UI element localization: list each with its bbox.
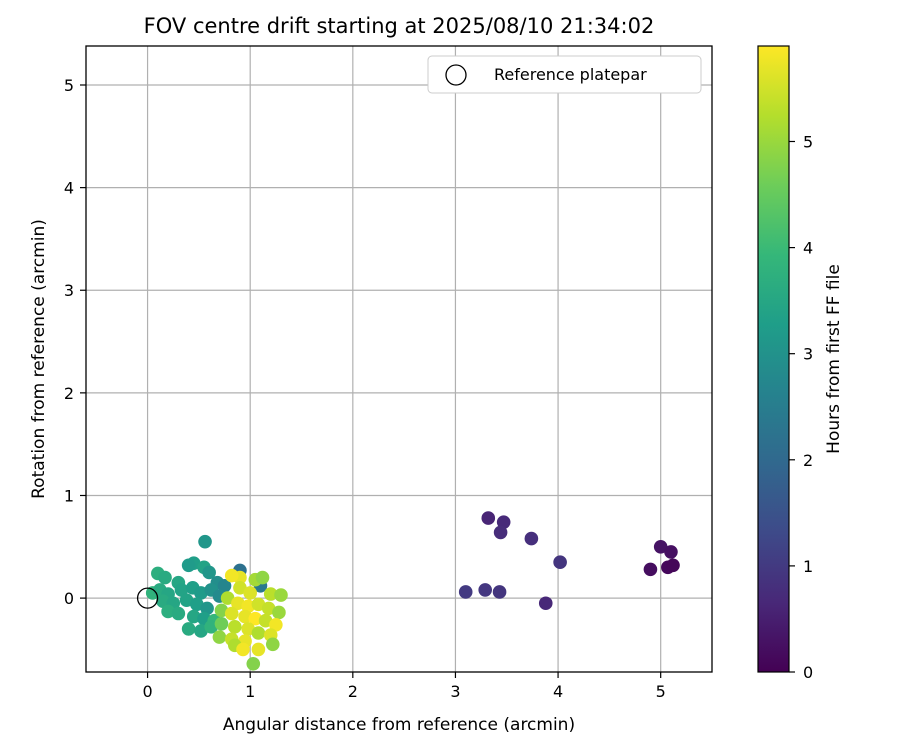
data-point (200, 601, 214, 616)
colorbar (757, 45, 790, 673)
data-point (190, 597, 204, 612)
reference-marker (136, 587, 159, 609)
chart-title: FOV centre drift starting at 2025/08/10 … (144, 14, 655, 38)
data-point (194, 624, 208, 638)
data-point (481, 511, 496, 525)
legend: Reference platepar (427, 55, 702, 94)
colorbar-tick-label: 1 (803, 557, 813, 576)
data-point (156, 594, 170, 608)
data-point (493, 525, 508, 540)
data-point (238, 609, 252, 624)
data-point (204, 620, 218, 634)
x-tick-label: 3 (450, 682, 460, 701)
y-tick-label: 3 (64, 281, 74, 300)
data-point (233, 581, 247, 595)
data-point (171, 606, 186, 621)
data-point (524, 531, 539, 546)
y-tick-label: 2 (64, 384, 74, 403)
data-point (666, 558, 680, 573)
data-point (272, 605, 286, 620)
data-point (664, 545, 678, 559)
data-point (228, 620, 242, 634)
data-point (179, 593, 194, 607)
y-tick-label: 1 (64, 486, 74, 505)
x-ticks: 0 1 2 3 4 5 (142, 672, 666, 701)
data-point (241, 599, 255, 614)
data-point (251, 642, 266, 657)
data-point (158, 570, 172, 585)
plot-frame (85, 45, 713, 673)
data-point (186, 609, 201, 624)
colorbar-tick-label: 0 (803, 663, 813, 682)
colorbar-label: Hours from first FF file (824, 264, 844, 454)
data-point (478, 583, 493, 597)
data-point (538, 596, 553, 611)
legend-box (427, 55, 702, 94)
data-point (236, 642, 250, 657)
x-tick-label: 0 (142, 682, 152, 701)
data-point (241, 622, 255, 636)
data-point (212, 630, 227, 644)
data-point (220, 591, 235, 605)
colorbar-tick-label: 5 (803, 132, 813, 151)
data-point (202, 565, 216, 580)
data-point (217, 578, 232, 593)
data-point (231, 596, 245, 611)
grid (86, 46, 712, 672)
data-point (181, 622, 196, 636)
data-point (161, 604, 175, 619)
data-point (269, 617, 283, 632)
data-point (198, 534, 212, 549)
data-point (251, 626, 266, 640)
data-point (194, 586, 208, 600)
data-point (224, 606, 239, 621)
data-point (261, 601, 276, 616)
data-point (214, 603, 229, 618)
data-point (274, 588, 288, 602)
y-tick-label: 4 (64, 179, 74, 198)
data-point (243, 586, 257, 600)
data-points (145, 511, 680, 671)
data-point (553, 555, 567, 569)
x-tick-label: 4 (553, 682, 563, 701)
x-tick-label: 2 (348, 682, 358, 701)
data-point (248, 611, 263, 626)
data-point (181, 558, 196, 573)
reference-platepar (136, 587, 159, 609)
data-point (224, 568, 239, 583)
x-axis-label: Angular distance from reference (arcmin) (223, 715, 575, 735)
legend-marker-icon (445, 64, 467, 86)
data-point (643, 562, 658, 577)
x-tick-label: 1 (245, 682, 255, 701)
data-point (258, 613, 273, 628)
colorbar-tick-label: 2 (803, 451, 813, 470)
x-tick-label: 5 (656, 682, 666, 701)
data-point (251, 597, 266, 612)
y-ticks: 0 1 2 3 4 5 (64, 76, 86, 608)
colorbar-ticks: 0 1 2 3 4 5 (789, 132, 813, 682)
data-point (246, 656, 261, 671)
colorbar-tick-label: 3 (803, 345, 813, 364)
data-point (263, 587, 278, 601)
colorbar-tick-label: 4 (803, 239, 813, 258)
data-point (496, 515, 511, 529)
legend-entry-label: Reference platepar (494, 65, 647, 84)
data-point (492, 585, 507, 599)
y-tick-label: 5 (64, 76, 74, 95)
y-tick-label: 0 (64, 589, 74, 608)
data-point (255, 570, 270, 585)
data-point (265, 637, 280, 652)
data-point (653, 540, 668, 554)
y-axis-label: Rotation from reference (arcmin) (29, 219, 49, 499)
data-point (458, 585, 473, 599)
data-point (174, 583, 189, 597)
data-point (214, 616, 229, 631)
